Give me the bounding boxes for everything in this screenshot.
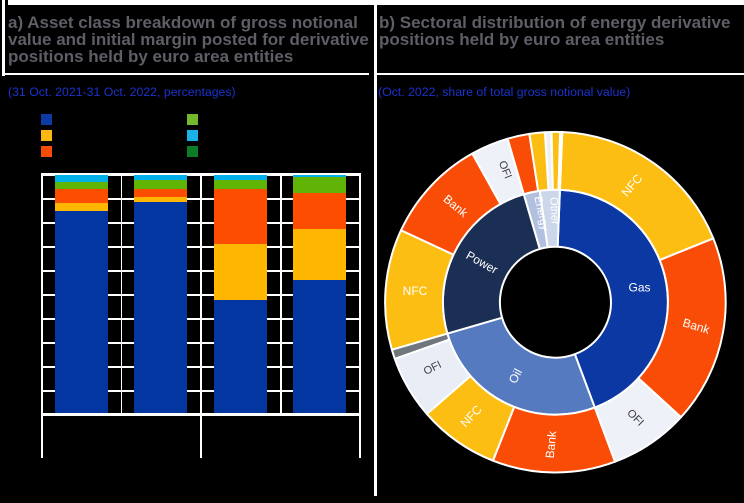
svg-text:Oil: Oil	[506, 366, 525, 386]
svg-text:Other: Other	[547, 197, 560, 225]
svg-text:Bank: Bank	[543, 429, 559, 458]
svg-text:Gas: Gas	[628, 281, 650, 295]
svg-text:NFC: NFC	[403, 284, 428, 298]
